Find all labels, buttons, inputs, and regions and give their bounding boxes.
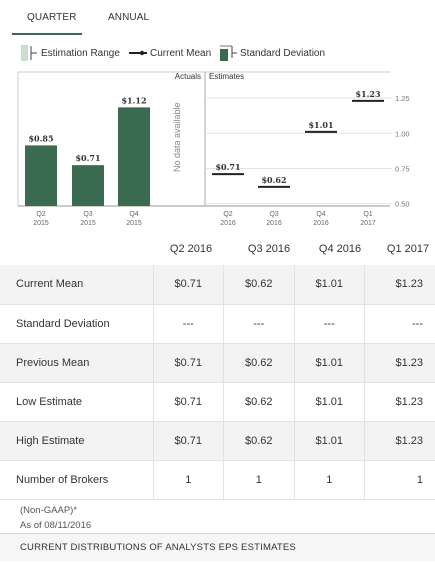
actual-bar — [72, 165, 104, 206]
period-tabs: QUARTER ANNUAL — [0, 0, 435, 36]
table-cell: $1.23 — [395, 356, 423, 369]
column-header: Q3 2016 — [247, 243, 291, 255]
table-cell: $0.62 — [223, 265, 295, 304]
eps-chart: Actuals Estimates 0.50 0.75 1.00 1.25 No data … — [17, 71, 410, 227]
table-cell: --- — [412, 317, 423, 330]
row-label: Current Mean — [0, 265, 154, 304]
legend-range-label: Estimation Range — [41, 47, 120, 59]
table-cell: $0.71 — [153, 343, 225, 382]
estimate-label: $0.71 — [215, 162, 240, 172]
table-cell: $1.23 — [395, 434, 423, 447]
table-cell: $0.71 — [153, 265, 225, 304]
x-tick-quarter: Q4 — [129, 211, 138, 218]
estimation-range-icon — [21, 45, 37, 61]
table-row: Low Estimate $0.71 $0.62 $1.01 $1.23 — [0, 382, 435, 421]
table-cell: $1.01 — [294, 265, 366, 304]
table-cell: $0.71 — [153, 382, 225, 421]
table-row: Current Mean $0.71 $0.62 $1.01 $1.23 — [0, 265, 435, 304]
table-cell: $1.01 — [294, 343, 366, 382]
actual-bar-label: $1.12 — [121, 95, 146, 105]
table-row: High Estimate $0.71 $0.62 $1.01 $1.23 — [0, 421, 435, 460]
x-tick-year: 2016 — [266, 220, 282, 227]
x-tick-year: 2017 — [360, 220, 376, 227]
x-tick-quarter: Q4 — [316, 211, 325, 218]
standard-deviation-icon — [220, 45, 237, 61]
x-tick-year: 2015 — [126, 220, 142, 227]
actual-bar — [25, 145, 57, 206]
estimate-label: $1.01 — [308, 120, 333, 130]
no-data-text: No data available — [172, 102, 182, 172]
table-cell: 1 — [223, 460, 295, 499]
table-cell: --- — [223, 304, 295, 343]
x-tick-year: 2016 — [313, 220, 329, 227]
estimate-label: $0.62 — [261, 175, 286, 185]
estimates-table: Current Mean $0.71 $0.62 $1.01 $1.23 Sta… — [0, 265, 435, 500]
table-cell: 1 — [416, 473, 423, 486]
current-mean-icon — [129, 50, 147, 56]
table-cell: $1.01 — [294, 421, 366, 460]
y-tick-label: 1.25 — [395, 94, 410, 103]
x-tick-year: 2015 — [80, 220, 96, 227]
row-label: Standard Deviation — [0, 304, 154, 343]
table-cell: --- — [294, 304, 366, 343]
legend-stddev-label: Standard Deviation — [240, 47, 326, 59]
column-header: Q2 2016 — [169, 243, 213, 255]
x-tick-year: 2016 — [220, 220, 236, 227]
x-tick-quarter: Q2 — [36, 211, 45, 218]
table-cell: $1.23 — [395, 278, 423, 291]
column-header: Q1 2017 — [386, 243, 430, 255]
legend-mean-label: Current Mean — [150, 47, 212, 59]
row-label: Number of Brokers — [0, 460, 154, 499]
legend-current-mean: Current Mean — [128, 44, 211, 62]
table-cell: --- — [153, 304, 225, 343]
table-cell: $1.01 — [294, 382, 366, 421]
actuals-label: Actuals — [175, 72, 201, 81]
table-cell: $0.62 — [223, 421, 295, 460]
row-label: Low Estimate — [0, 382, 154, 421]
y-tick-label: 0.50 — [395, 200, 410, 209]
tab-annual[interactable]: ANNUAL — [108, 12, 150, 23]
tab-quarter[interactable]: QUARTER — [27, 12, 77, 23]
footnote: (Non-GAAP)* As of 08/11/2016 — [20, 503, 91, 533]
row-label: Previous Mean — [0, 343, 154, 382]
x-tick-quarter: Q3 — [83, 211, 92, 218]
table-cell: $0.62 — [223, 343, 295, 382]
table-cell: $0.71 — [153, 421, 225, 460]
x-tick-year: 2015 — [33, 220, 49, 227]
gaap-note: (Non-GAAP)* — [20, 505, 78, 516]
column-header: Q4 2016 — [318, 243, 362, 255]
table-row: Number of Brokers 1 1 1 1 — [0, 460, 435, 499]
table-cell: 1 — [294, 460, 366, 499]
table-column-headers: Q2 2016 Q3 2016 Q4 2016 Q1 2017 — [0, 243, 435, 261]
chart-legend: Estimation Range Current Mean Standard D… — [0, 44, 435, 62]
x-tick-quarter: Q2 — [223, 211, 232, 218]
row-label: High Estimate — [0, 421, 154, 460]
legend-standard-deviation: Standard Deviation — [218, 44, 325, 62]
distribution-section-header[interactable]: CURRENT DISTRIBUTIONS OF ANALYSTS EPS ES… — [0, 533, 435, 561]
legend-estimation-range: Estimation Range — [19, 44, 120, 62]
y-tick-label: 1.00 — [395, 129, 410, 138]
estimates-label: Estimates — [209, 72, 244, 81]
actual-bar — [118, 107, 150, 206]
estimate-label: $1.23 — [355, 89, 380, 99]
distribution-section-title: CURRENT DISTRIBUTIONS OF ANALYSTS EPS ES… — [20, 542, 296, 553]
actual-bar-label: $0.71 — [75, 153, 100, 163]
table-row: Standard Deviation --- --- --- --- — [0, 304, 435, 343]
x-tick-quarter: Q1 — [363, 211, 372, 218]
x-tick-quarter: Q3 — [269, 211, 278, 218]
table-cell: $0.62 — [223, 382, 295, 421]
table-cell: 1 — [153, 460, 225, 499]
table-row: Previous Mean $0.71 $0.62 $1.01 $1.23 — [0, 343, 435, 382]
table-cell: $1.23 — [395, 395, 423, 408]
as-of-date: As of 08/11/2016 — [20, 520, 92, 531]
y-tick-label: 0.75 — [395, 165, 410, 174]
actual-bar-label: $0.85 — [28, 133, 53, 143]
active-tab-indicator — [12, 33, 82, 35]
